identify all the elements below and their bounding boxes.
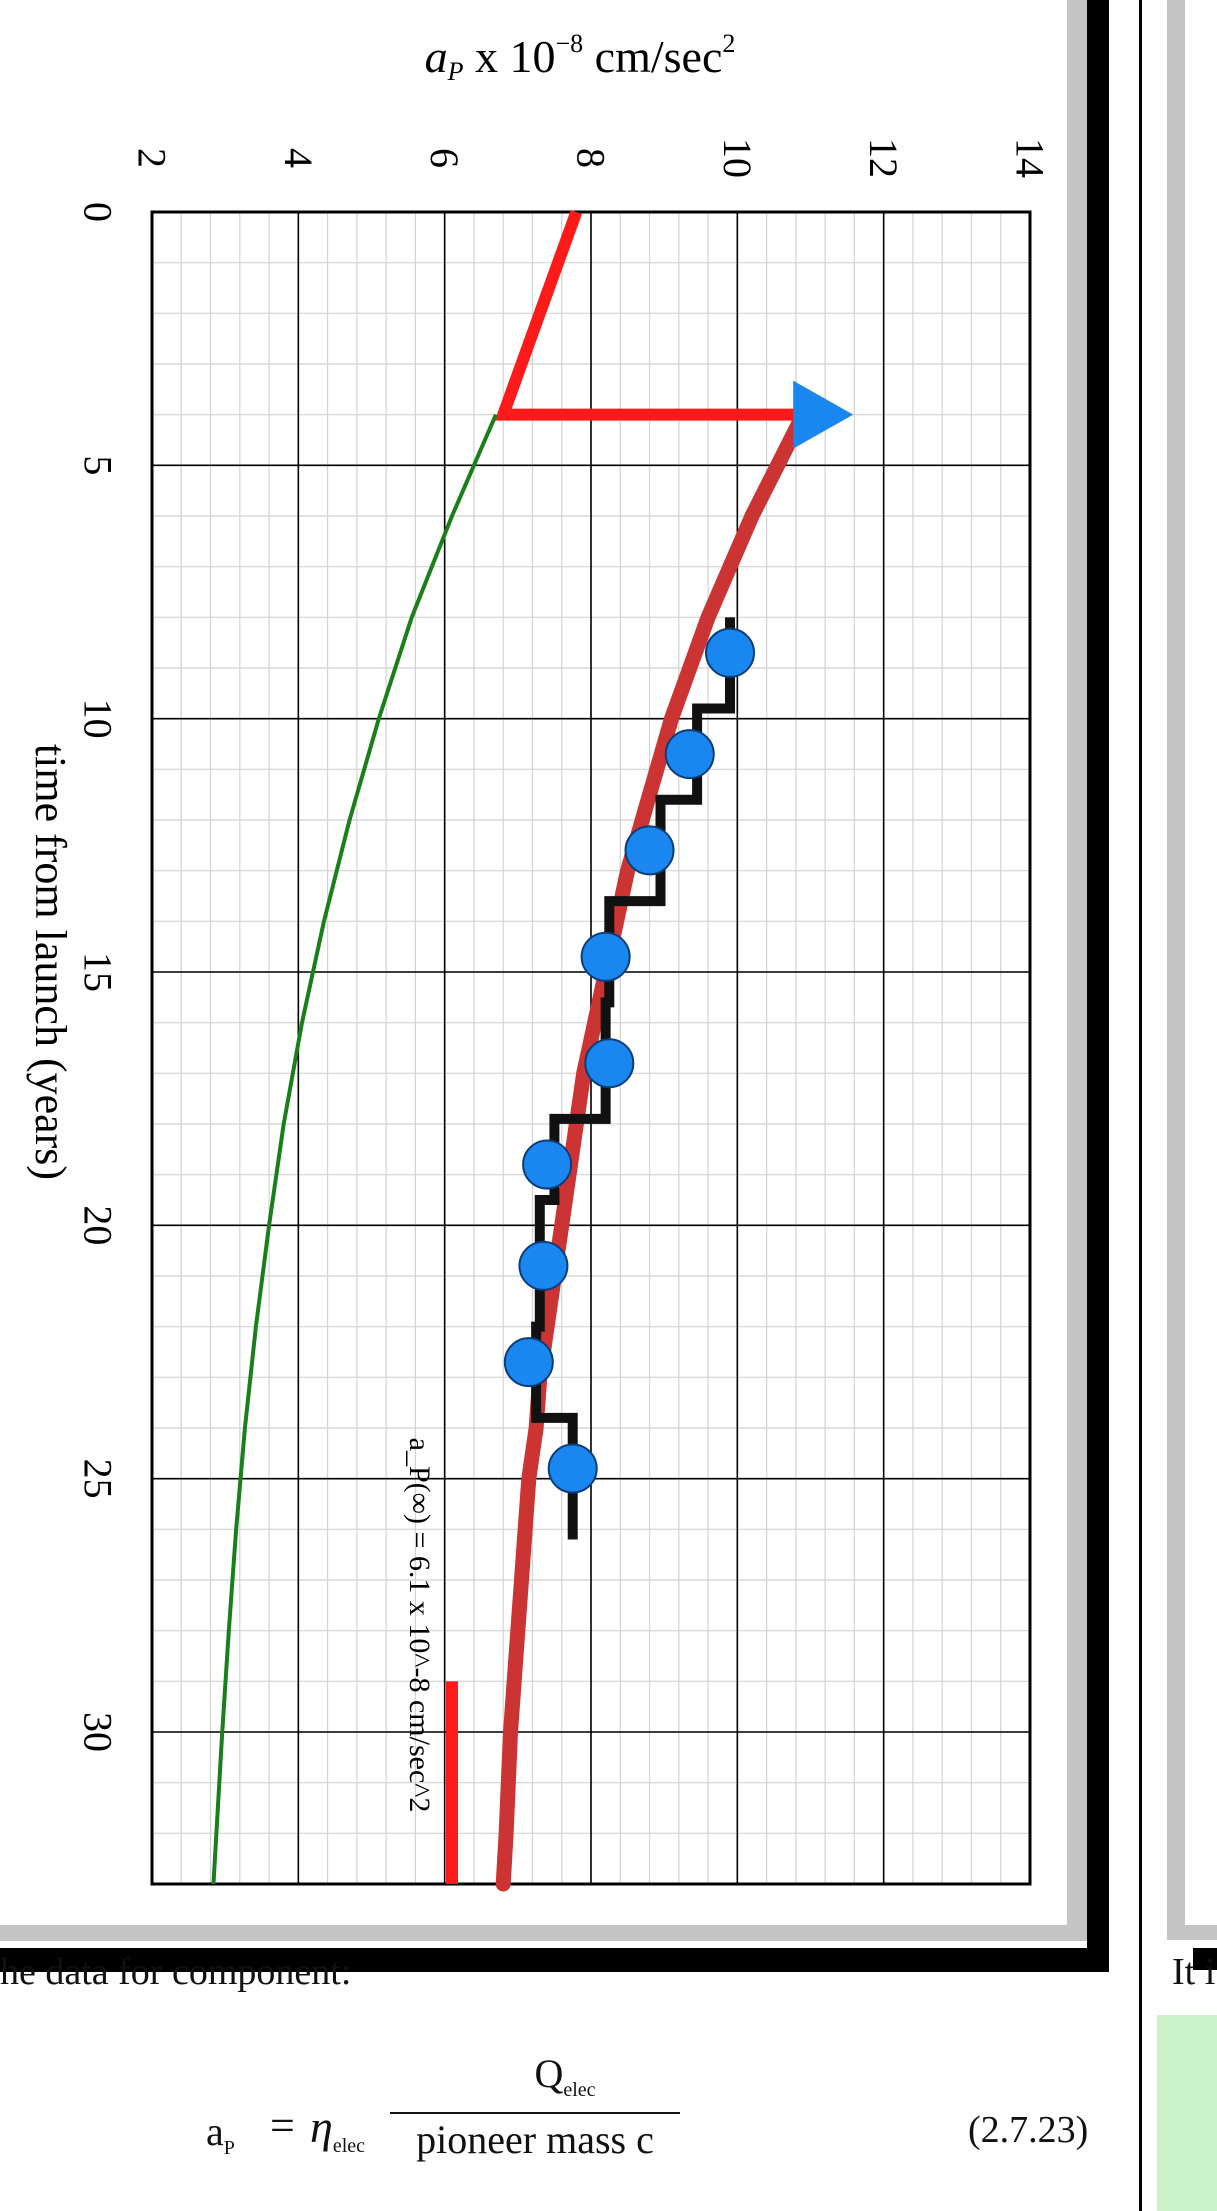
y-tick-label: 10 [715,138,760,178]
equation-denominator: pioneer mass c [416,2117,654,2162]
plot-frame [150,210,1032,1886]
equation-numerator-q: Q [534,2051,564,2096]
equation-eta: ηelec [310,2100,365,2158]
data-point-marker [522,1139,573,1190]
x-tick-label: 5 [76,455,121,475]
y-axis-title-sub: P [447,57,464,86]
caption-right: It i [1172,1951,1216,1993]
x-tick-label: 20 [76,1205,121,1245]
model-curve-series [495,407,811,1892]
equation-fraction-bar [390,2112,680,2114]
data-point-marker [705,627,756,678]
early-segment-series [494,209,804,421]
equation-numerator: Qelec [450,2050,680,2102]
equation-equals: = [270,2101,295,2150]
equation-eta-symbol: η [310,2101,333,2152]
x-tick-label: 15 [76,952,121,992]
plot-area: 2 4 6 8 10 12 14 0 5 10 15 20 25 30 [76,138,1053,1892]
y-tick-label: 2 [130,148,175,168]
y-tick-label: 14 [1008,138,1053,178]
x-tick-label: 30 [76,1712,121,1752]
y-tick-label: 4 [276,148,321,168]
y-axis-title-unit-exp: 2 [722,29,735,58]
x-tick-label: 10 [76,699,121,739]
green-box [1157,2015,1217,2211]
equation: aP = ηelec Qelec pioneer mass c [200,2050,700,2210]
y-tick-label: 8 [569,148,614,168]
y-axis-title-exp: −8 [556,29,584,58]
data-point-marker [664,729,715,780]
right-figure-block [1193,1948,1217,1970]
equation-number: (2.7.23) [968,2109,1089,2151]
figure-shadow-bottom [0,1925,1090,1941]
y-axis-title-a: a [425,31,448,82]
caption-left: he data for component: [0,1951,352,1993]
annotation-asymptote: a_P(∞) = 6.1 x 10^-8 cm/sec^2 [403,1438,436,1813]
y-axis-title-unit: cm/sec [583,31,722,82]
data-point-marker [503,1337,554,1388]
column-divider [1139,0,1142,2211]
data-point-marker [584,1038,635,1089]
right-figure-inner [1185,0,1217,1925]
x-tick-label: 0 [76,202,121,222]
data-point-marker [624,825,675,876]
y-tick-label: 6 [422,148,467,168]
arrowhead-marker [793,380,854,449]
figure-frame-bottom [0,1948,1109,1972]
y-axis-title-main: x 10 [464,31,556,82]
equation-lhs-sub: P [223,2137,235,2159]
figure-shadow [1067,0,1087,1940]
equation-lhs: aP [206,2108,235,2160]
data-point-marker [518,1240,569,1291]
x-tick-label: 25 [76,1459,121,1499]
y-tick-label: 12 [861,138,906,178]
green-curve-series [211,413,498,1885]
data-point-marker [547,1443,598,1494]
figure-frame-right [1087,0,1109,1972]
y-axis-title: aP x 10−8 cm/sec2 [425,29,736,86]
equation-eta-sub: elec [332,2135,366,2158]
equation-lhs-a: a [206,2109,224,2154]
data-point-marker [580,931,631,982]
x-axis-title: time from launch (years) [26,744,75,1180]
equation-numerator-sub: elec [563,2079,596,2101]
